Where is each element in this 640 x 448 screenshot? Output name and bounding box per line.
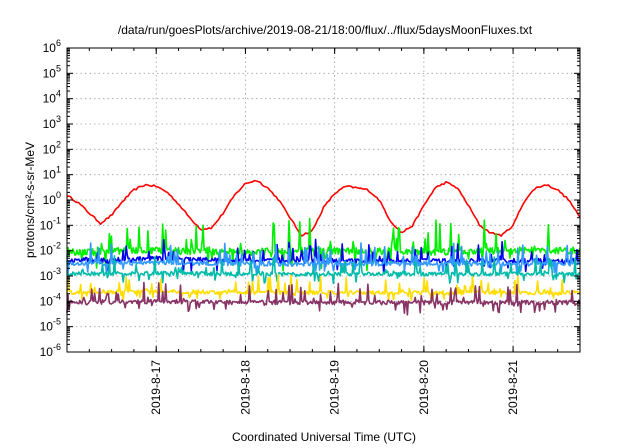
y-tick-label: 101 xyxy=(43,165,61,182)
series-line-5 xyxy=(66,273,581,302)
series-line-4 xyxy=(66,255,581,285)
y-tick-label: 10-3 xyxy=(40,266,61,283)
y-tick-label: 10-1 xyxy=(40,215,61,232)
y-tick-label: 100 xyxy=(43,190,61,207)
y-tick-label: 10-4 xyxy=(40,291,61,308)
x-tick-label: 2019-8-19 xyxy=(328,360,342,415)
chart-title: /data/run/goesPlots/archive/2019-08-21/1… xyxy=(118,23,533,37)
y-tick-label: 10-6 xyxy=(40,342,61,359)
y-tick-label: 106 xyxy=(43,38,61,55)
y-tick-label: 102 xyxy=(43,139,61,156)
y-tick-label: 10-5 xyxy=(40,317,61,334)
x-tick-label: 2019-8-17 xyxy=(149,360,163,415)
y-tick-label: 105 xyxy=(43,63,61,80)
x-tick-label: 2019-8-20 xyxy=(417,360,431,415)
y-tick-label: 104 xyxy=(43,89,61,106)
x-axis-label: Coordinated Universal Time (UTC) xyxy=(232,430,416,444)
series-line-1 xyxy=(66,217,581,272)
y-axis-label-group: protons/cm²-s-sr-MeV xyxy=(23,142,37,258)
series-group xyxy=(66,179,581,316)
grid xyxy=(67,48,580,352)
series-line-6 xyxy=(66,281,581,316)
x-tick-label: 2019-8-21 xyxy=(506,360,520,415)
ticks: 10-6 10-5 10-4 10-3 10-2 10-1 100 101 102 103 104 1… xyxy=(40,38,581,415)
series-line-0 xyxy=(66,179,581,237)
y-tick-label: 10-2 xyxy=(40,241,61,258)
y-axis-label: protons/cm²-s-sr-MeV xyxy=(23,142,37,258)
y-tick-label: 103 xyxy=(43,114,61,131)
x-tick-label: 2019-8-18 xyxy=(238,360,252,415)
